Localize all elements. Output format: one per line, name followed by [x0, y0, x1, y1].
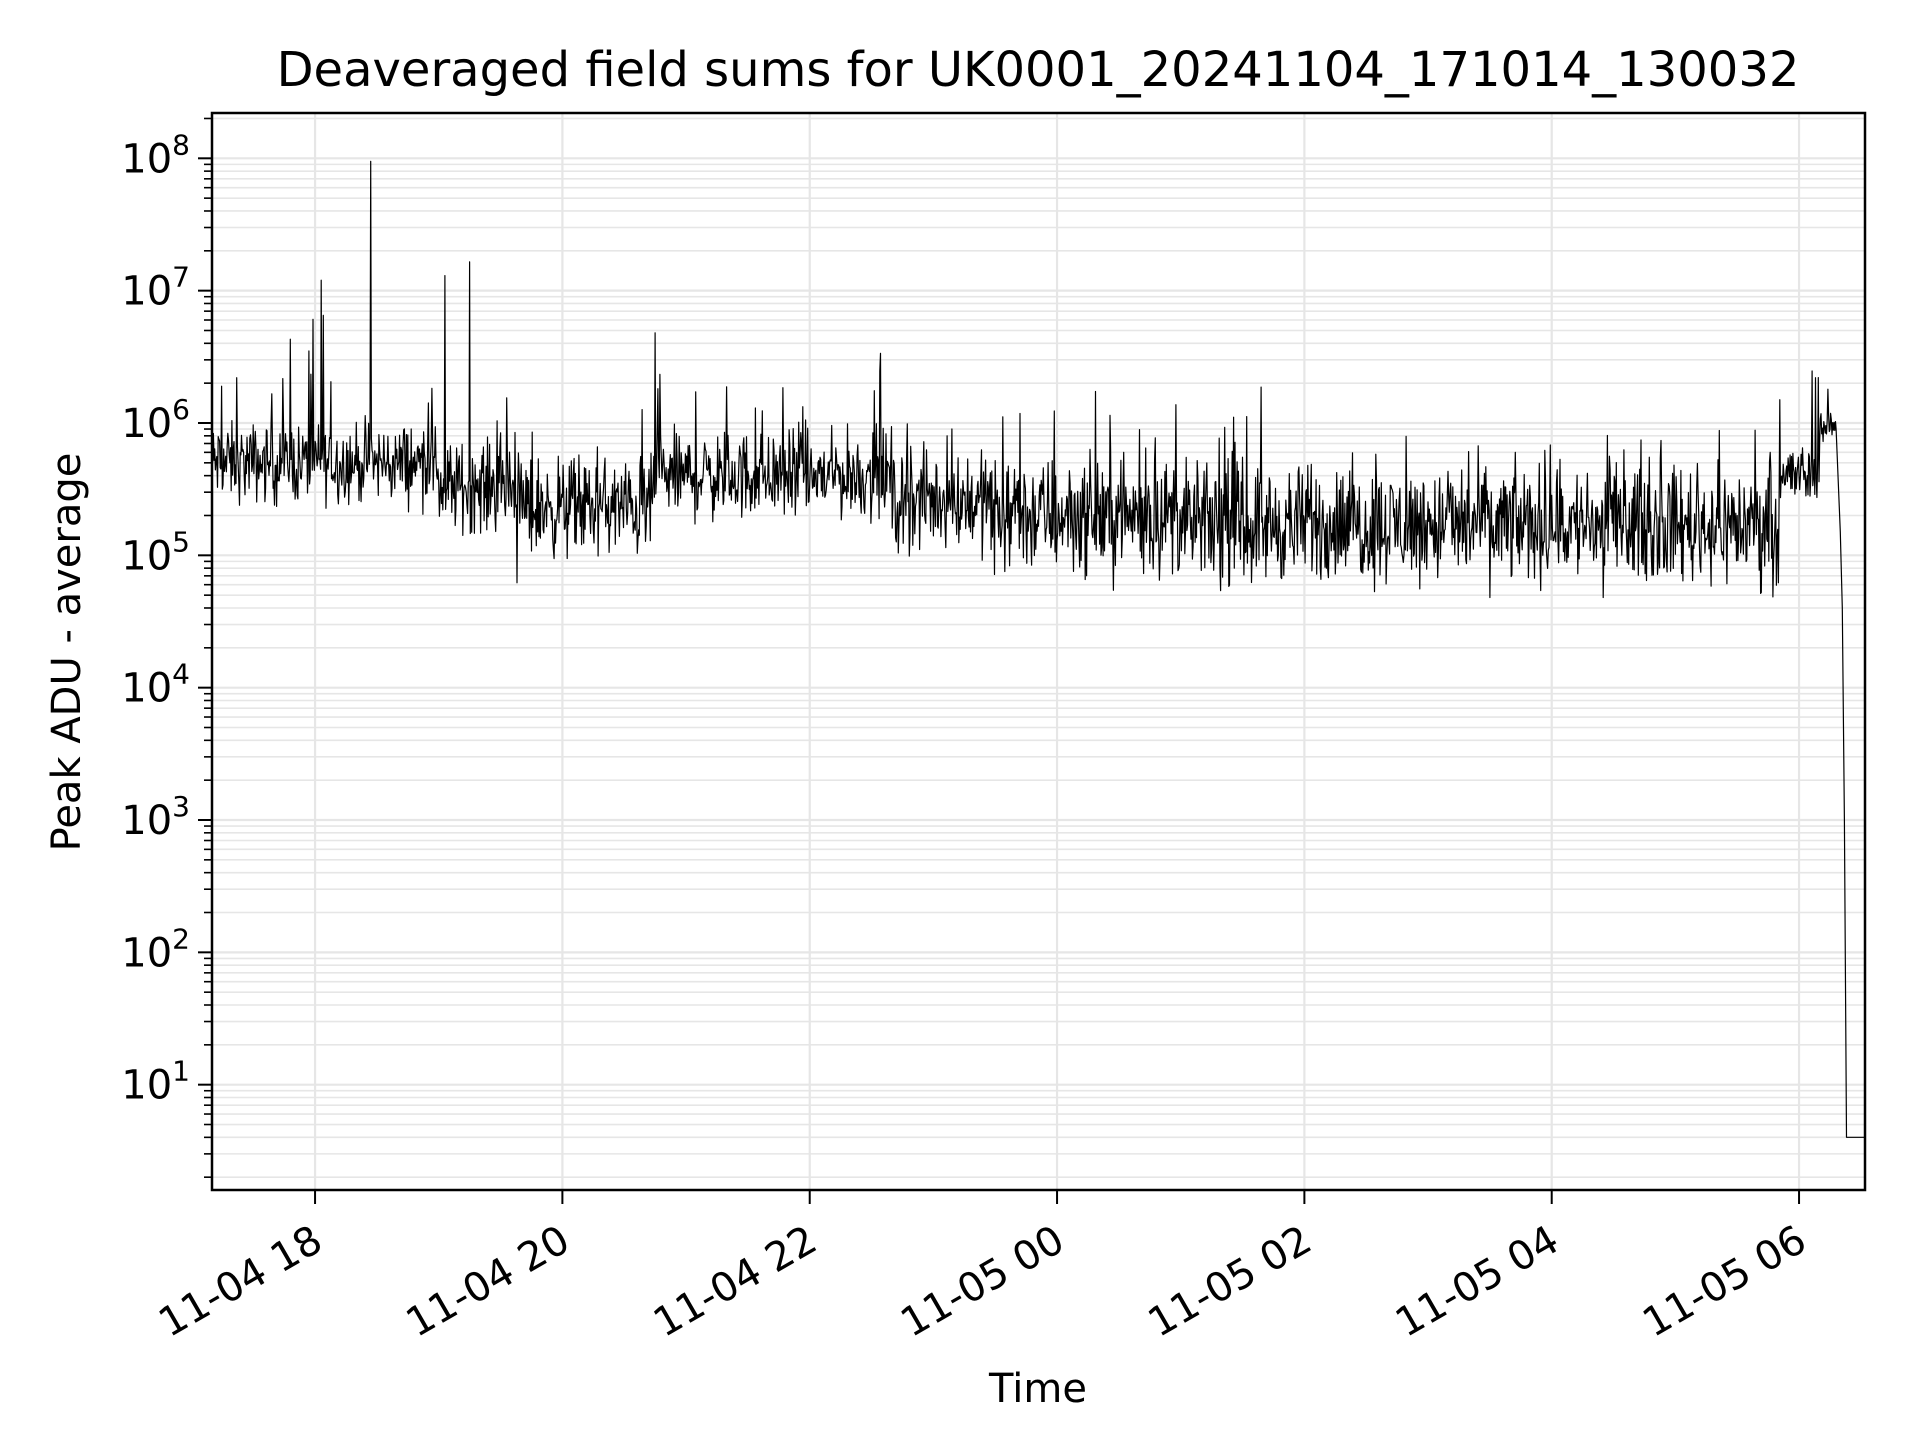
y-tick-label: 101: [121, 1055, 190, 1109]
y-tick-label: 104: [121, 658, 190, 712]
y-tick-label: 108: [121, 128, 190, 182]
y-tick-label: 105: [121, 525, 190, 579]
y-axis-label: Peak ADU - average: [44, 453, 90, 852]
y-tick-label: 102: [121, 922, 190, 976]
y-tick-label: 106: [121, 393, 190, 447]
y-tick-label: 107: [121, 261, 190, 315]
data-line: [211, 160, 1865, 1138]
x-axis-label: Time: [988, 1366, 1087, 1412]
series-line: [211, 160, 1865, 1138]
plot-frame: [210, 111, 1867, 1192]
grid: [212, 113, 1865, 1190]
y-tick-label: 103: [121, 790, 190, 844]
y-axis: 101 102 103 104 105 106 107 108: [121, 117, 212, 1178]
chart-title: Deaveraged field sums for UK0001_2024110…: [277, 42, 1800, 98]
